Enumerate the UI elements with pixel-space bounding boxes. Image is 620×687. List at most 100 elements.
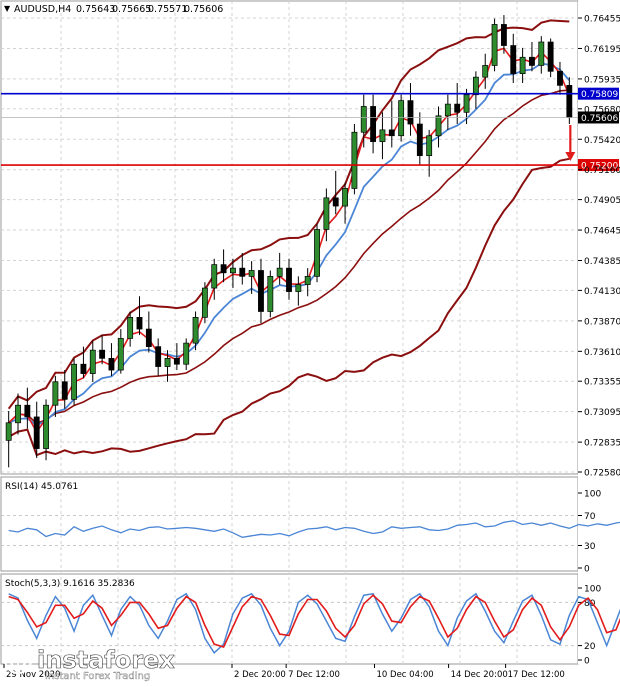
- candle[interactable]: [304, 268, 311, 297]
- candle-body-bear: [108, 358, 115, 371]
- candle-body-bull: [351, 131, 358, 189]
- candle[interactable]: [342, 182, 348, 224]
- candle[interactable]: [230, 258, 236, 289]
- candle[interactable]: [416, 112, 423, 166]
- candle-body-bear: [547, 41, 554, 72]
- resistance-line-label: 0.75809: [581, 90, 618, 100]
- candle[interactable]: [276, 252, 283, 285]
- candle[interactable]: [482, 53, 489, 89]
- candle[interactable]: [314, 223, 320, 283]
- stoch-signal-line: [8, 594, 620, 648]
- candle-body-bear: [332, 197, 339, 207]
- candle[interactable]: [239, 252, 246, 285]
- candle[interactable]: [127, 311, 134, 347]
- price-tick-label: 0.72580: [584, 469, 620, 479]
- candle[interactable]: [557, 61, 563, 95]
- candle[interactable]: [43, 399, 49, 461]
- candle[interactable]: [258, 258, 264, 324]
- level-lines[interactable]: 0.75809 0.75200 0.75606: [1, 87, 619, 172]
- candle[interactable]: [491, 18, 498, 72]
- candle[interactable]: [351, 124, 358, 195]
- candle[interactable]: [192, 311, 199, 351]
- candle[interactable]: [500, 15, 507, 54]
- candle[interactable]: [286, 258, 292, 300]
- candle-body-bear: [407, 100, 414, 125]
- candle[interactable]: [33, 401, 40, 458]
- current-price-label-bg: [578, 111, 619, 124]
- candle[interactable]: [155, 338, 162, 376]
- indicator-axis-label: 70: [584, 512, 596, 522]
- candle-body-bear: [61, 381, 68, 400]
- candle[interactable]: [145, 311, 152, 353]
- brand-tagline: Instant Forex Trading: [45, 671, 150, 682]
- candle-body-bull: [183, 342, 190, 365]
- candle[interactable]: [117, 329, 124, 374]
- indicator-axis-label: 0: [584, 657, 590, 667]
- candle-body-bull: [192, 316, 199, 344]
- candle[interactable]: [407, 83, 414, 136]
- candle[interactable]: [435, 106, 442, 148]
- candle[interactable]: [201, 282, 208, 324]
- candle[interactable]: [183, 338, 190, 371]
- candle[interactable]: [463, 88, 470, 125]
- candle[interactable]: [444, 94, 451, 130]
- candle[interactable]: [248, 261, 255, 294]
- candle[interactable]: [173, 343, 180, 371]
- candlestick-series[interactable]: [5, 15, 573, 468]
- rsi-title: RSI(14) 45.0761: [5, 482, 78, 492]
- candle[interactable]: [323, 188, 330, 242]
- candle[interactable]: [472, 71, 479, 109]
- candle-body-bear: [370, 106, 377, 142]
- candle[interactable]: [89, 340, 96, 382]
- candle[interactable]: [547, 38, 554, 78]
- candle-body-bull: [379, 129, 386, 142]
- candle[interactable]: [295, 276, 302, 306]
- candle[interactable]: [379, 112, 386, 160]
- candle[interactable]: [164, 350, 171, 382]
- ohlc-low: 0.75571: [148, 4, 187, 15]
- candle[interactable]: [80, 346, 87, 379]
- candle[interactable]: [370, 94, 377, 154]
- rsi-line: [8, 520, 620, 538]
- resistance-line-label-bg: [578, 87, 619, 100]
- candle[interactable]: [426, 129, 433, 177]
- time-tick-label: 29 Nov 2020: [6, 670, 60, 680]
- candle[interactable]: [332, 170, 339, 215]
- candle[interactable]: [136, 296, 143, 335]
- candle[interactable]: [398, 94, 405, 142]
- candle[interactable]: [360, 94, 367, 148]
- price-tick-label: 0.74385: [584, 257, 620, 267]
- collapse-icon[interactable]: ▼: [4, 4, 11, 13]
- candle-body-bull: [15, 404, 21, 424]
- candle-body-bear: [557, 70, 563, 86]
- candle-body-bear: [258, 270, 264, 312]
- candle[interactable]: [5, 411, 12, 468]
- candle[interactable]: [220, 249, 227, 283]
- candle[interactable]: [388, 100, 395, 148]
- candle-body-bull: [230, 267, 236, 274]
- stoch-main-line: [8, 592, 620, 654]
- candle-body-bull: [360, 106, 367, 133]
- candle-body-bull: [117, 338, 124, 371]
- candle[interactable]: [61, 370, 68, 409]
- candle[interactable]: [267, 270, 274, 318]
- candle[interactable]: [71, 358, 78, 406]
- candle[interactable]: [24, 387, 31, 429]
- candle[interactable]: [211, 258, 218, 300]
- candle-body-bear: [566, 85, 573, 118]
- indicator-axis-label: 100: [584, 585, 601, 595]
- candle-body-bull: [211, 264, 218, 289]
- candle[interactable]: [108, 343, 115, 376]
- candle[interactable]: [538, 36, 545, 74]
- candle[interactable]: [52, 375, 59, 417]
- candle[interactable]: [510, 33, 517, 84]
- candle[interactable]: [529, 42, 535, 72]
- candle[interactable]: [15, 393, 21, 435]
- candle[interactable]: [519, 47, 526, 84]
- candle-body-bull: [43, 404, 49, 449]
- instaforex-logo: instaforex Instant Forex Trading: [3, 646, 176, 682]
- bollinger-middle: [8, 89, 570, 425]
- candle[interactable]: [99, 334, 106, 365]
- ohlc-high: 0.75665: [112, 4, 151, 15]
